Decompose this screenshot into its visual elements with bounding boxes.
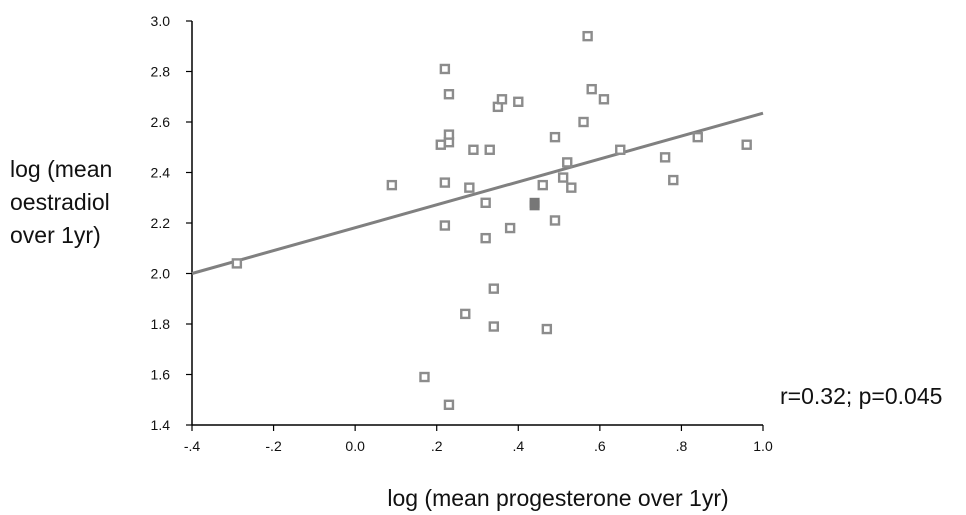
y-tick-label: 2.4 [151,165,171,181]
data-point [443,129,455,140]
data-point [439,177,451,188]
x-tick-label: .8 [676,438,688,454]
data-point [468,144,479,155]
data-point [419,371,430,383]
data-point [504,222,516,234]
data-point [615,144,626,155]
data-point [692,131,703,143]
data-point [484,144,495,155]
data-point [557,172,569,183]
y-axis-title: log (mean oestradiol over 1yr) [10,153,112,252]
data-point [488,321,500,332]
x-tick-label: -.2 [265,438,282,454]
data-point [231,258,243,269]
data-point [439,220,451,231]
data-point [586,83,597,95]
data-point [541,323,553,335]
y-tick-label: 2.8 [151,64,171,80]
data-point [443,89,455,100]
data-point [529,200,540,211]
y-tick-label: 3.0 [151,13,171,29]
x-tick-label: 1.0 [753,438,773,454]
data-point [562,157,573,168]
y-tick-label: 1.8 [151,316,171,332]
y-axis-title-line: over 1yr) [10,222,101,248]
y-tick-label: 1.6 [151,367,171,383]
regression-line [191,111,764,275]
data-point [460,308,471,320]
data-point [566,182,577,193]
data-point [435,139,446,150]
data-point [443,399,455,410]
data-point [496,94,508,105]
data-point [439,63,451,75]
data-point [480,232,491,244]
data-point [549,215,561,226]
data-point [659,152,671,163]
y-tick-label: 1.4 [151,417,171,433]
y-tick-label: 2.0 [151,266,171,282]
x-tick-label: .4 [512,438,524,454]
data-point [549,131,561,143]
x-tick-label: .2 [431,438,443,454]
data-point [464,182,475,193]
data-point [598,94,610,105]
data-point [386,179,398,191]
x-tick-label: -.4 [184,438,201,454]
correlation-annotation: r=0.32; p=0.045 [780,383,943,409]
y-axis-title-line: oestradiol [10,189,110,215]
y-tick-label: 2.6 [151,114,171,130]
y-axis-title-line: log (mean [10,156,113,182]
data-point [488,283,500,294]
x-axis-title: log (mean progesterone over 1yr) [387,485,729,511]
data-point [741,139,752,150]
data-point [578,116,589,128]
plot-area: 1.4 1.6 1.8 2.0 2.2 2.4 2.6 2.8 3.0 -.4 -.2 0.0 .2 .4… [151,13,773,454]
data-point [582,30,593,42]
y-tick-label: 2.2 [151,215,171,231]
data-point [537,179,548,191]
data-point [480,197,491,209]
data-point [668,174,679,186]
x-tick-label: .6 [594,438,606,454]
x-tick-label: 0.0 [345,438,365,454]
data-point [513,96,524,108]
